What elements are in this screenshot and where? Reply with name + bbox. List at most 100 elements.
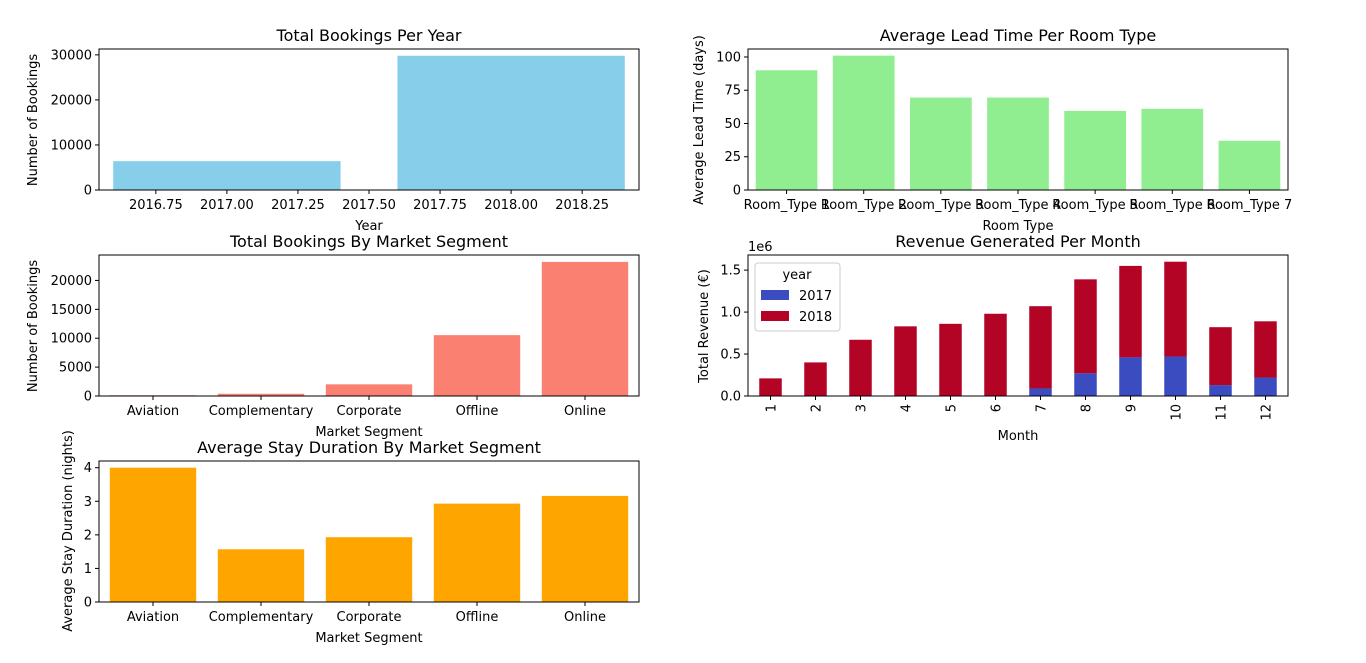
bar bbox=[217, 393, 305, 396]
y-tick-label: 2 bbox=[84, 528, 92, 543]
chart-title: Average Lead Time Per Room Type bbox=[880, 26, 1157, 45]
plot-area: Aviation Complementary Corporate Offline Onl… bbox=[84, 460, 640, 625]
bar bbox=[541, 495, 629, 602]
bar bbox=[325, 384, 413, 396]
x-tick-label: Room_Type 3 bbox=[898, 198, 984, 213]
x-tick-label: 2017.25 bbox=[271, 198, 325, 213]
x-tick-label: Room_Type 1 bbox=[744, 198, 830, 213]
bar-segment-2017 bbox=[1164, 356, 1187, 396]
chart-stay-duration-by-market-segment: Average Stay Duration By Market Segment … bbox=[61, 430, 640, 646]
legend-label-2018: 2018 bbox=[799, 310, 832, 325]
y-tick-label: 10000 bbox=[51, 332, 92, 347]
x-tick-label: Offline bbox=[456, 610, 499, 625]
x-tick-label: Aviation bbox=[127, 610, 179, 625]
x-tick-label: Offline bbox=[456, 404, 499, 419]
x-tick-label: 9 bbox=[1125, 404, 1140, 412]
x-tick-label: Room_Type 5 bbox=[1052, 198, 1138, 213]
x-tick-label: 1 bbox=[765, 404, 780, 412]
y-tick-label: 1 bbox=[84, 562, 92, 577]
x-tick-label: 3 bbox=[855, 404, 870, 412]
y-tick-label: 0 bbox=[84, 596, 92, 611]
y-tick-label: 30000 bbox=[51, 48, 92, 63]
legend-swatch-2018 bbox=[761, 311, 789, 321]
y-tick-label: 0 bbox=[84, 390, 92, 405]
x-axis-label: Market Segment bbox=[315, 425, 422, 440]
bar bbox=[755, 70, 818, 190]
x-tick-label: 12 bbox=[1260, 404, 1275, 421]
legend-swatch-2017 bbox=[761, 290, 789, 300]
y-tick-label: 5000 bbox=[59, 361, 92, 376]
bar-segment-2017 bbox=[1029, 388, 1052, 396]
x-tick-label: Corporate bbox=[337, 404, 402, 419]
bar-segment-2017 bbox=[1074, 373, 1097, 396]
bar bbox=[987, 97, 1049, 190]
x-tick-label: 4 bbox=[900, 404, 915, 412]
bar-segment-2018 bbox=[1209, 327, 1232, 386]
x-tick-label: 10 bbox=[1170, 404, 1185, 421]
x-axis-label: Year bbox=[354, 219, 383, 234]
bar bbox=[397, 55, 625, 190]
y-axis-label: Average Stay Duration (nights) bbox=[61, 430, 76, 632]
x-tick-label: 6 bbox=[990, 404, 1005, 412]
axes-frame bbox=[98, 460, 640, 603]
bar-segment-2018 bbox=[939, 323, 962, 396]
x-tick-label: Room_Type 4 bbox=[975, 198, 1061, 213]
x-tick-label: 2018.25 bbox=[555, 198, 609, 213]
plot-area: Aviation Complementary Corporate Offline Onl… bbox=[51, 254, 640, 419]
y-tick-label: 0 bbox=[733, 184, 741, 199]
x-tick-label: 11 bbox=[1215, 404, 1230, 421]
x-axis-label: Room Type bbox=[982, 219, 1053, 234]
y-tick-label: 15000 bbox=[51, 303, 92, 318]
axis-scale-label: 1e6 bbox=[748, 240, 773, 255]
chart-title: Revenue Generated Per Month bbox=[895, 232, 1140, 251]
x-tick-label: 2018.00 bbox=[484, 198, 538, 213]
legend-label-2017: 2017 bbox=[799, 289, 832, 304]
y-axis-label: Total Revenue (€) bbox=[697, 269, 712, 384]
x-tick-label: 2017.50 bbox=[342, 198, 396, 213]
x-tick-label: Complementary bbox=[209, 610, 314, 625]
y-tick-label: 50 bbox=[724, 117, 741, 132]
x-tick-label: Aviation bbox=[127, 404, 179, 419]
bar bbox=[325, 537, 413, 602]
axes-frame bbox=[98, 254, 640, 397]
x-tick-label: 2 bbox=[810, 404, 825, 412]
chart-title: Total Bookings Per Year bbox=[276, 26, 462, 45]
y-tick-label: 3 bbox=[84, 495, 92, 510]
bar-segment-2017 bbox=[1209, 385, 1232, 396]
bar bbox=[910, 97, 972, 190]
plot-area: 1 2 3 4 5 6 7 8 9 10 11 120.00.51.01.5 bbox=[720, 254, 1289, 421]
bar bbox=[217, 549, 305, 602]
bar bbox=[113, 161, 341, 190]
x-tick-label: 7 bbox=[1035, 404, 1050, 412]
legend-title: year bbox=[782, 268, 812, 283]
y-tick-label: 10000 bbox=[51, 138, 92, 153]
y-axis-label: Average Lead Time (days) bbox=[692, 35, 707, 205]
bar-segment-2018 bbox=[849, 339, 872, 396]
x-tick-label: Online bbox=[564, 610, 606, 625]
bar bbox=[109, 467, 197, 602]
x-axis-label: Market Segment bbox=[315, 631, 422, 646]
bar bbox=[1218, 140, 1281, 190]
y-tick-label: 25 bbox=[724, 150, 741, 165]
chart-bookings-per-year: Total Bookings Per Year Year Number of B… bbox=[26, 26, 640, 234]
bar bbox=[1141, 108, 1204, 190]
axes-frame bbox=[98, 48, 640, 191]
y-axis-label: Number of Bookings bbox=[26, 260, 41, 392]
chart-bookings-by-market-segment: Total Bookings By Market Segment Market … bbox=[26, 232, 640, 440]
x-tick-label: Corporate bbox=[337, 610, 402, 625]
bar-segment-2018 bbox=[759, 378, 782, 396]
chart-lead-time-per-room-type: Average Lead Time Per Room Type Room Typ… bbox=[692, 26, 1292, 234]
x-tick-label: Complementary bbox=[209, 404, 314, 419]
bar bbox=[1064, 110, 1126, 190]
x-tick-label: 2016.75 bbox=[129, 198, 183, 213]
axes-frame bbox=[747, 254, 1289, 397]
y-tick-label: 100 bbox=[716, 50, 741, 65]
y-tick-label: 0 bbox=[84, 184, 92, 199]
bar bbox=[433, 503, 521, 602]
y-tick-label: 1.0 bbox=[720, 306, 741, 321]
bar-segment-2018 bbox=[804, 362, 827, 396]
bar-segment-2017 bbox=[1119, 357, 1142, 396]
plot-area: 2016.75 2017.00 2017.25 2017.50 2017.75 2018.… bbox=[51, 48, 640, 213]
